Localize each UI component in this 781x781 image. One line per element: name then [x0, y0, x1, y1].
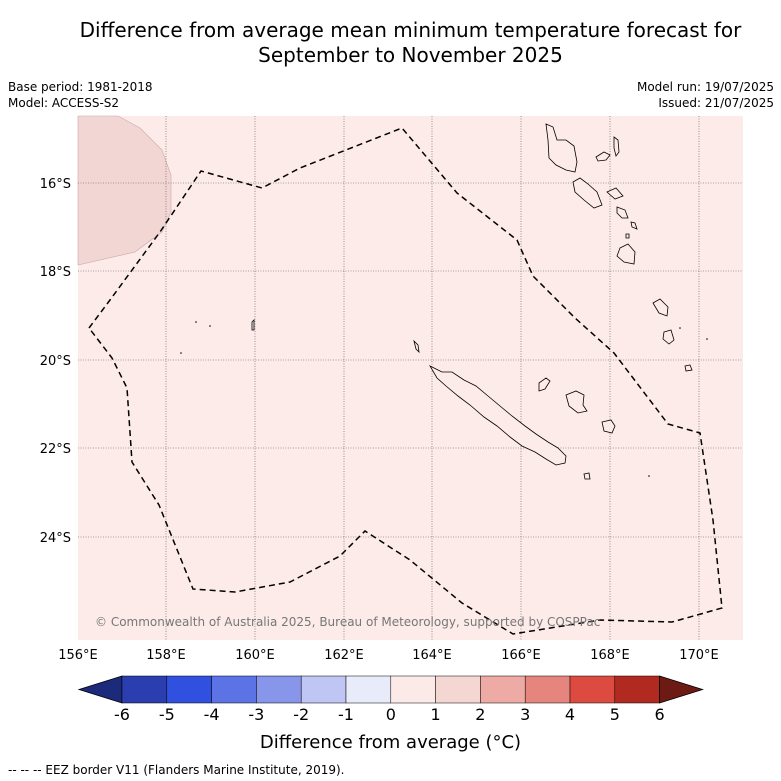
colorbar-tick-label: 5 [609, 705, 620, 724]
model-name: Model: ACCESS-S2 [8, 96, 120, 110]
colorbar-segment [435, 675, 481, 704]
eez-footnote: -- -- -- EEZ border V11 (Flanders Marine… [8, 763, 345, 777]
colorbar-tick-label: 0 [385, 705, 396, 724]
islet [180, 352, 182, 354]
issued-date: Issued: 21/07/2025 [658, 96, 774, 110]
chart-title: Difference from average mean minimum tem… [0, 18, 781, 68]
ouvea-island [538, 377, 551, 392]
colorbar-segment [569, 675, 616, 704]
lon-label: 160°E [235, 648, 275, 663]
colorbar-title: Difference from average (°C) [259, 732, 522, 753]
grande-terre-island [428, 365, 567, 466]
warm-anomaly-patch [77, 115, 172, 266]
lon-label: 170°E [679, 648, 719, 663]
meta-left: Base period: 1981-2018 Model: ACCESS-S2 [8, 79, 153, 111]
chesterfield-islet [251, 319, 255, 331]
colorbar-segment [524, 675, 571, 704]
colorbar-segment [345, 675, 392, 704]
colorbar-extend-low [77, 675, 123, 704]
title-line-2: September to November 2025 [258, 43, 563, 67]
lon-label: 158°E [146, 648, 186, 663]
colorbar-extend-high [659, 675, 704, 704]
lon-label: 156°E [58, 648, 98, 663]
islet [679, 327, 681, 329]
colorbar-tick-label: -1 [338, 705, 354, 724]
colorbar-segment [390, 675, 436, 704]
title-line-1: Difference from average mean minimum tem… [79, 18, 742, 42]
colorbar-tick-label: -2 [293, 705, 310, 724]
lat-label: 18°S [40, 265, 71, 280]
lat-label: 24°S [40, 531, 71, 546]
islet [209, 325, 211, 327]
colorbar-tick-label: -6 [114, 705, 130, 724]
gridlines [78, 116, 743, 640]
base-period: Base period: 1981-2018 [8, 80, 153, 94]
colorbar-tick-label: -5 [158, 705, 175, 724]
colorbar-tick-label: 2 [475, 705, 486, 724]
islet [648, 475, 650, 477]
model-run: Model run: 19/07/2025 [636, 80, 774, 94]
colorbar-tick-label: 1 [430, 705, 441, 724]
eez-border [88, 127, 723, 635]
colorbar-segment [480, 675, 526, 704]
lon-label: 162°E [324, 648, 364, 663]
colorbar-tick-label: 3 [520, 705, 531, 724]
colorbar-segment [166, 675, 212, 704]
lon-label: 164°E [412, 648, 452, 663]
colorbar-tick-label: 6 [654, 705, 665, 724]
lon-label: 168°E [590, 648, 630, 663]
vanuatu-islands [545, 123, 693, 372]
lifou-island [565, 390, 588, 414]
colorbar-tick-label: -4 [203, 705, 220, 724]
isle-of-pines [583, 472, 591, 480]
meta-right: Model run: 19/07/2025 Issued: 21/07/2025 [637, 79, 774, 111]
copyright-text: © Commonwealth of Australia 2025, Bureau… [95, 615, 600, 629]
lat-label: 22°S [40, 442, 71, 457]
colorbar [77, 675, 704, 704]
belep-islands [413, 339, 420, 354]
mare-island [601, 419, 616, 434]
colorbar-segment [614, 675, 660, 704]
colorbar-tick-label: 4 [564, 705, 576, 724]
colorbar-segment [300, 675, 347, 704]
colorbar-segment [256, 675, 302, 704]
map-area [78, 116, 743, 640]
colorbar-tick-label: -3 [248, 705, 265, 724]
colorbar-segment [211, 675, 257, 704]
lat-label: 20°S [40, 354, 71, 369]
islet [195, 321, 197, 323]
islet [706, 338, 708, 340]
colorbar-segment [121, 675, 168, 704]
lat-label: 16°S [40, 177, 71, 192]
lon-label: 166°E [501, 648, 541, 663]
